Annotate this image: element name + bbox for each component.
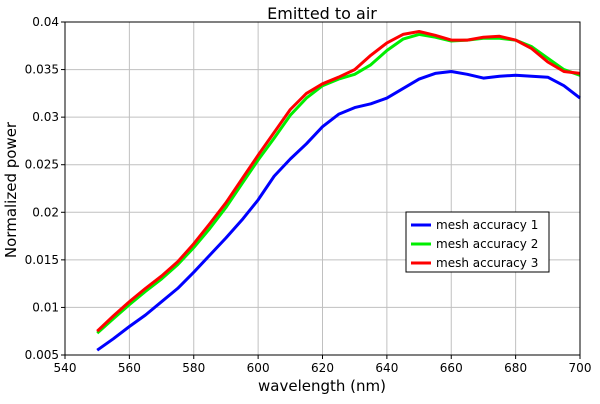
- x-tick-label: 660: [440, 361, 463, 375]
- legend-label-1: mesh accuracy 1: [436, 218, 538, 232]
- ticks: 540 560 580 600 620 640 660 680 700 0.005 0.01 0.01…: [25, 15, 592, 375]
- x-tick-label: 620: [311, 361, 334, 375]
- x-tick-label: 580: [182, 361, 205, 375]
- y-tick-label: 0.02: [32, 205, 59, 219]
- y-tick-label: 0.01: [32, 300, 59, 314]
- x-tick-label: 560: [118, 361, 141, 375]
- legend-label-2: mesh accuracy 2: [436, 237, 538, 251]
- x-tick-label: 680: [504, 361, 527, 375]
- y-tick-label: 0.03: [32, 110, 59, 124]
- x-axis-label: wavelength (nm): [258, 377, 386, 395]
- y-tick-label: 0.025: [25, 158, 59, 172]
- x-tick-label: 700: [569, 361, 592, 375]
- x-tick-label: 600: [247, 361, 270, 375]
- series-line-2: [96, 32, 581, 335]
- series-lines: [96, 30, 581, 352]
- plot-frame: [64, 21, 581, 356]
- series-line-1: [96, 70, 581, 352]
- series-line-3: [96, 30, 581, 333]
- y-tick-label: 0.005: [25, 348, 59, 362]
- legend: mesh accuracy 1 mesh accuracy 2 mesh accur…: [405, 211, 550, 273]
- y-tick-label: 0.035: [25, 63, 59, 77]
- x-tick-label: 540: [54, 361, 77, 375]
- legend-label-3: mesh accuracy 3: [436, 256, 538, 270]
- y-tick-label: 0.015: [25, 253, 59, 267]
- x-tick-label: 640: [375, 361, 398, 375]
- y-tick-label: 0.04: [32, 15, 59, 29]
- chart-title: Emitted to air: [267, 4, 377, 23]
- y-axis-label: Normalized power: [2, 121, 20, 258]
- grid: [64, 21, 581, 356]
